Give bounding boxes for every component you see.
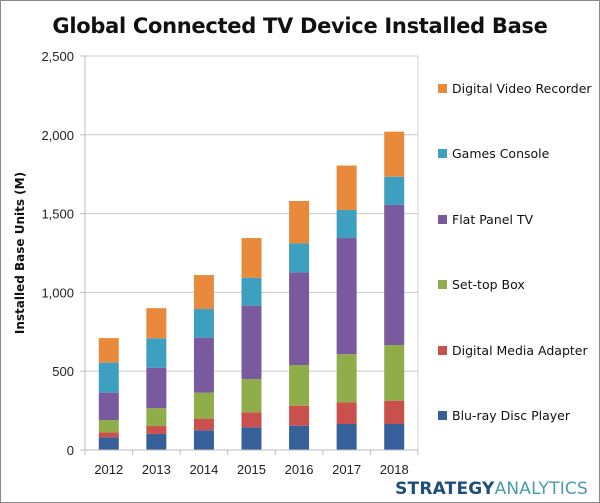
bar-segment-blu-ray-disc-player-2012 [98, 437, 119, 450]
bar-segment-set-top-box-2012 [98, 420, 119, 433]
legend-item-digital-video-recorder: Digital Video Recorder [438, 80, 592, 96]
bar-segment-games-console-2016 [289, 243, 310, 273]
y-tick-label: 0 [67, 443, 74, 458]
bar-segment-flat-panel-tv-2016 [289, 272, 310, 366]
bar-segment-blu-ray-disc-player-2015 [241, 427, 262, 450]
bar-segment-flat-panel-tv-2012 [98, 392, 119, 421]
logo-part-strategy: STRATEGY [395, 479, 495, 499]
x-tick-label: 2018 [380, 462, 409, 477]
y-tick-label: 2,000 [41, 128, 74, 143]
bar-segment-set-top-box-2015 [241, 379, 262, 413]
bar-segment-digital-media-adapter-2017 [336, 402, 357, 424]
y-tick-label: 1,000 [41, 285, 74, 300]
legend-label: Games Console [452, 146, 550, 161]
y-tick-label: 2,500 [41, 49, 74, 64]
legend-swatch [438, 411, 447, 420]
x-tick-label: 2017 [332, 462, 361, 477]
bar-segment-digital-media-adapter-2012 [98, 432, 119, 438]
legend-label: Blu-ray Disc Player [452, 408, 571, 423]
bar-segment-flat-panel-tv-2017 [336, 238, 357, 355]
axes: 0 500 1,000 1,500 2,000 2,500 2012 2013 2014 2015… [41, 49, 419, 477]
legend-label: Digital Video Recorder [452, 80, 592, 96]
bar-segment-blu-ray-disc-player-2018 [384, 423, 405, 450]
legend-swatch [438, 149, 447, 158]
y-axis-label: Installed Base Units (M) [13, 172, 27, 334]
legend-item-digital-media-adapter: Digital Media Adapter [438, 342, 588, 358]
y-tick-label: 1,500 [41, 207, 74, 222]
bar-segment-digital-video-recorder-2014 [193, 275, 214, 309]
bar-segment-games-console-2017 [336, 209, 357, 239]
chart-title: Global Connected TV Device Installed Bas… [52, 14, 548, 38]
bar-segment-digital-media-adapter-2013 [146, 426, 167, 434]
legend-swatch [438, 345, 447, 355]
bar-segment-digital-video-recorder-2017 [336, 165, 357, 210]
bar-segment-digital-video-recorder-2015 [241, 238, 262, 278]
legend-swatch [438, 214, 447, 224]
bar-segment-flat-panel-tv-2013 [146, 367, 167, 409]
bar-segment-blu-ray-disc-player-2013 [146, 433, 167, 450]
bar-segment-set-top-box-2014 [193, 392, 214, 419]
legend-item-games-console: Games Console [438, 146, 549, 162]
bar-segment-games-console-2014 [193, 308, 214, 338]
bar-segment-digital-video-recorder-2018 [384, 131, 405, 177]
bar-segment-games-console-2012 [98, 362, 119, 393]
bar-segment-flat-panel-tv-2014 [193, 337, 214, 393]
bar-segment-games-console-2015 [241, 277, 262, 306]
bars [98, 131, 405, 450]
legend-swatch [438, 83, 447, 93]
x-tick-label: 2012 [94, 462, 123, 477]
bar-segment-digital-media-adapter-2018 [384, 400, 405, 424]
legend-item-blu-ray-disc-player: Blu-ray Disc Player [438, 408, 570, 424]
legend-swatch [438, 280, 447, 289]
legend-label: Digital Media Adapter [452, 342, 588, 358]
bar-segment-set-top-box-2018 [384, 345, 405, 401]
bar-segment-blu-ray-disc-player-2017 [336, 423, 357, 450]
x-tick-label: 2014 [189, 462, 218, 477]
y-tick-label: 500 [52, 364, 74, 379]
bar-segment-flat-panel-tv-2015 [241, 305, 262, 380]
bar-segment-digital-media-adapter-2014 [193, 418, 214, 431]
strategy-analytics-logo: STRATEGYANALYTICS [395, 479, 588, 499]
x-tick-label: 2015 [237, 462, 266, 477]
legend-item-set-top-box: Set-top Box [438, 277, 525, 293]
bar-segment-digital-video-recorder-2013 [146, 308, 167, 339]
bar-segment-set-top-box-2016 [289, 365, 310, 406]
bar-segment-flat-panel-tv-2018 [384, 204, 405, 346]
bar-segment-games-console-2013 [146, 338, 167, 368]
logo-part-analytics: ANALYTICS [494, 479, 588, 499]
legend-label: Set-top Box [452, 277, 525, 292]
legend-label: Flat Panel TV [452, 211, 534, 227]
bar-segment-digital-media-adapter-2015 [241, 412, 262, 428]
legend-item-flat-panel-tv: Flat Panel TV [438, 211, 533, 227]
x-tick-label: 2013 [142, 462, 171, 477]
bar-segment-digital-video-recorder-2016 [289, 200, 310, 244]
bar-segment-blu-ray-disc-player-2014 [193, 430, 214, 450]
bar-segment-set-top-box-2013 [146, 408, 167, 427]
bar-segment-games-console-2018 [384, 176, 405, 205]
bar-segment-digital-media-adapter-2016 [289, 405, 310, 426]
bar-segment-set-top-box-2017 [336, 354, 357, 403]
x-tick-label: 2016 [285, 462, 314, 477]
bar-segment-digital-video-recorder-2012 [98, 338, 119, 363]
bar-segment-blu-ray-disc-player-2016 [289, 425, 310, 450]
